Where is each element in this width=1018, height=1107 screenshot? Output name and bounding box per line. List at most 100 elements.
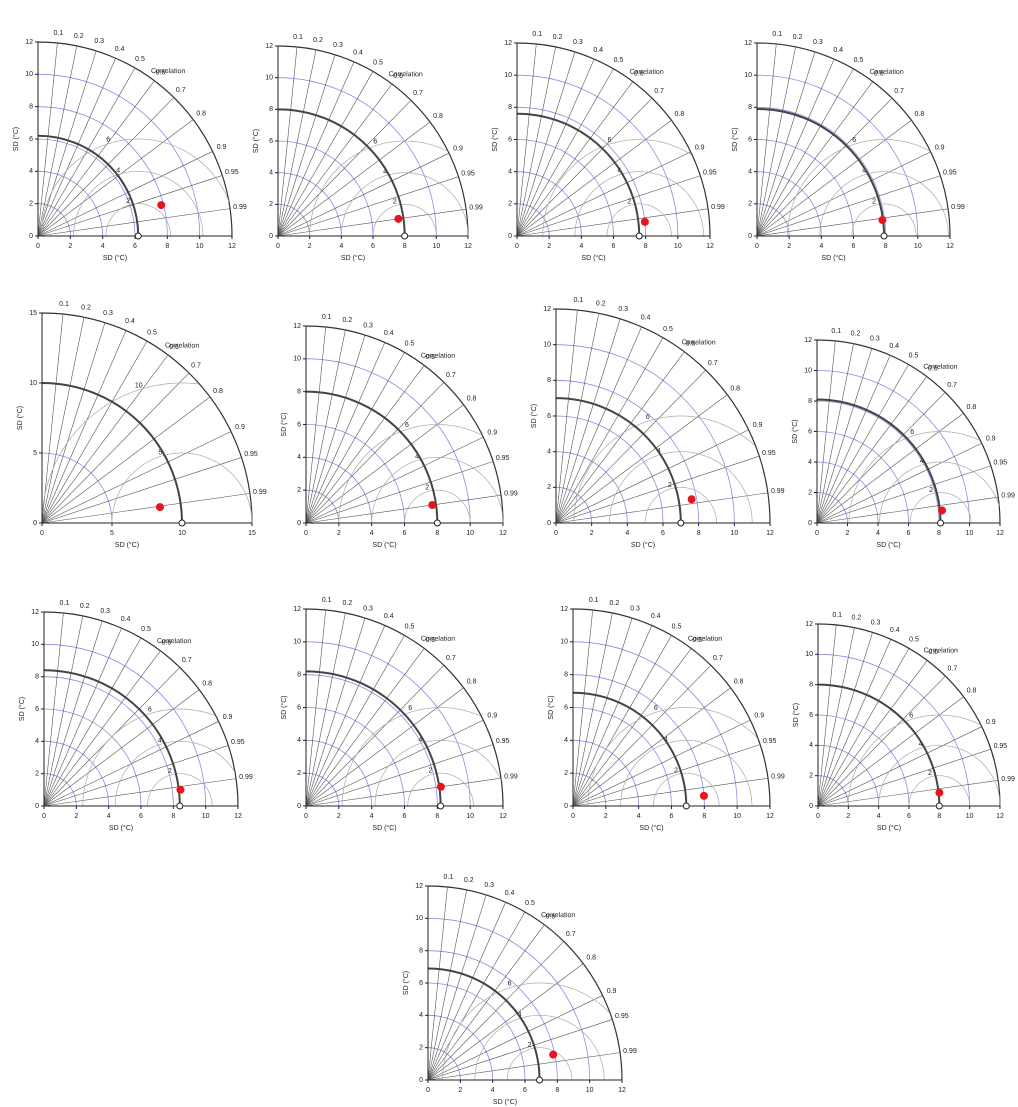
x-tick-label: 12 [499,813,507,820]
correlation-tick-label: 0.2 [74,33,84,40]
correlation-line [516,151,691,237]
rms-tick-label: 4 [415,453,419,460]
x-tick-label: 6 [852,243,856,250]
correlation-label: Correlation [389,71,423,78]
correlation-line [817,660,928,807]
reference-point [682,802,690,810]
correlation-label: Correlation [421,353,455,360]
reference-point [433,519,441,527]
rms-tick-label: 6 [646,414,650,421]
rms-contour [309,140,448,237]
correlation-line [305,461,494,524]
rms-contour [609,451,753,524]
correlation-line [305,719,484,807]
x-tick-label: 0 [304,813,308,820]
correlation-line [43,745,229,807]
x-tick-label: 0 [816,813,820,820]
x-tick-label: 4 [339,243,343,250]
grid-arc [516,139,614,237]
y-tick-label: 10 [543,342,551,349]
correlation-tick-label: 0.95 [994,460,1008,467]
outer-arc [427,885,623,1081]
x-tick-label: 6 [661,530,665,537]
y-tick-label: 2 [29,201,33,208]
y-tick-label: 10 [560,639,568,646]
correlation-tick-label: 0.95 [615,1013,629,1020]
correlation-line [305,329,346,524]
correlation-line [37,67,136,237]
correlation-line [305,326,326,524]
outer-arc [572,608,771,807]
x-tick-label: 6 [403,530,407,537]
x-tick-label: 12 [618,1087,626,1094]
correlation-tick-label: 0.99 [771,488,785,495]
correlation-line [427,1019,613,1081]
correlation-tick-label: 0.2 [343,600,353,607]
x-tick-label: 4 [819,243,823,250]
correlation-tick-label: 0.4 [384,613,394,620]
grid-arc [816,400,940,524]
rms-contour [908,775,971,807]
rms-tick-label: 4 [920,458,924,465]
correlation-label: Correlation [157,638,191,645]
model-point [935,788,944,797]
grid-arc [516,74,679,237]
y-tick-label: 10 [415,915,423,922]
grid-arc [37,106,168,237]
correlation-line [572,687,731,807]
correlation-tick-label: 0.5 [373,60,383,67]
correlation-line [817,624,837,807]
model-point [436,782,445,791]
correlation-line [816,364,909,524]
correlation-tick-label: 0.9 [986,436,996,443]
x-tick-label: 2 [308,243,312,250]
correlation-tick-label: 0.6 [393,73,403,80]
y-tick-label: 12 [25,39,33,46]
correlation-line [756,46,796,237]
y-tick-label: 6 [808,428,812,435]
correlation-tick-label: 0.4 [833,47,843,54]
correlation-tick-label: 0.5 [614,57,624,64]
x-tick-label: 2 [846,813,850,820]
model-point [176,785,185,794]
correlation-line [756,58,835,237]
correlation-tick-label: 0.4 [125,318,135,325]
taylor-diagram: 0.1 0.2 0.3 0.4 0.5 0.6 0.7 0.8 0.9 0.95 0.99 Corre… [792,612,1015,832]
rms-contour [41,382,200,524]
x-tick-label: 10 [730,530,738,537]
correlation-line [516,51,576,237]
correlation-line [277,83,393,237]
x-tick-label: 12 [946,243,954,250]
y-tick-label: 10 [29,380,37,387]
x-tick-label: 6 [907,530,911,537]
correlation-line [305,665,445,807]
correlation-tick-label: 0.3 [618,306,628,313]
x-axis-label: SD (°C) [821,254,845,262]
correlation-tick-label: 0.1 [589,597,599,604]
grid-arc [816,431,909,524]
reference-arc [427,967,541,1081]
y-tick-label: 4 [419,1012,423,1019]
x-tick-label: 0 [40,530,44,537]
rms-contour [506,1047,573,1081]
correlation-tick-label: 0.2 [464,877,474,884]
x-tick-label: 4 [579,243,583,250]
correlation-tick-label: 0.6 [425,354,435,361]
correlation-line [277,100,412,237]
x-tick-label: 8 [435,813,439,820]
x-tick-label: 12 [766,813,774,820]
rms-contour [644,486,717,524]
correlation-tick-label: 0.5 [909,353,919,360]
correlation-tick-label: 0.2 [793,34,803,41]
correlation-tick-label: 0.8 [586,954,596,961]
correlation-line [277,49,317,237]
correlation-tick-label: 0.1 [772,31,782,38]
rms-tick-label: 2 [425,485,429,492]
model-point [428,501,437,510]
x-tick-label: 8 [435,530,439,537]
correlation-tick-label: 0.95 [461,170,475,177]
correlation-line [756,43,777,237]
correlation-line [43,778,237,807]
correlation-tick-label: 0.99 [711,204,725,211]
correlation-tick-label: 0.8 [967,404,977,411]
